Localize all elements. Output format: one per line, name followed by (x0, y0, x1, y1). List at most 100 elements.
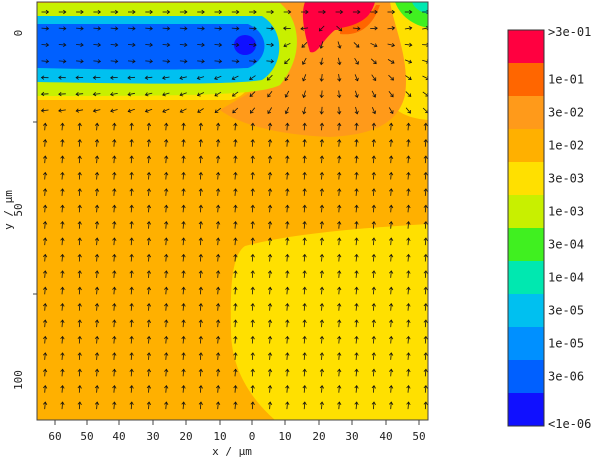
vector-arrow-head (285, 286, 290, 291)
vector-arrow-head (179, 75, 183, 80)
vector-arrow (165, 385, 167, 393)
colorbar-swatch (508, 30, 544, 63)
vector-arrow-head (198, 286, 203, 291)
vector-arrow-head (129, 335, 134, 340)
vector-arrow-head (388, 352, 394, 356)
vector-arrow (407, 303, 409, 311)
vector-arrow (251, 172, 254, 180)
vector-arrow-head (253, 42, 257, 48)
vector-arrow (424, 205, 427, 213)
vector-arrow (44, 139, 46, 147)
vector-arrow (76, 27, 84, 30)
vector-arrow-head (372, 93, 377, 98)
vector-arrow (338, 238, 340, 246)
vector-arrow-head (249, 76, 253, 80)
vector-arrow (251, 139, 254, 147)
vector-arrow-head (423, 171, 428, 176)
vector-arrow-head (285, 368, 290, 373)
vector-arrow (197, 60, 205, 62)
vector-arrow (44, 270, 46, 278)
vector-arrow-head (42, 171, 48, 176)
vector-arrow-head (181, 270, 186, 274)
vector-arrow-head (77, 221, 82, 225)
vector-arrow-head (388, 368, 394, 373)
vector-arrow (96, 205, 98, 213)
vector-arrow (338, 74, 340, 82)
vector-arrow (321, 385, 323, 393)
vector-arrow (130, 156, 133, 164)
vector-arrow-head (302, 335, 307, 340)
vector-arrow-head (129, 237, 134, 242)
vector-arrow-head (215, 139, 221, 143)
vector-arrow-head (390, 76, 394, 81)
vector-arrow (355, 320, 358, 328)
vector-arrow (424, 270, 427, 278)
vector-arrow (113, 402, 115, 410)
vector-arrow (422, 91, 428, 97)
vector-arrow-head (319, 352, 325, 356)
contour-field (37, 2, 428, 420)
vector-arrow (200, 205, 202, 213)
vector-arrow-head (371, 155, 376, 160)
vector-arrow (320, 41, 324, 49)
vector-arrow (387, 27, 395, 30)
vector-arrow-head (197, 109, 201, 113)
vector-arrow-head (60, 368, 65, 373)
vector-arrow (78, 172, 81, 180)
vector-arrow (321, 205, 323, 213)
vector-arrow-head (250, 139, 255, 143)
vector-arrow-head (94, 188, 100, 192)
vector-arrow-head (354, 94, 359, 98)
vector-arrow (269, 188, 271, 196)
colorbar-swatch (508, 63, 544, 96)
vector-arrow (44, 352, 46, 360)
vector-arrow (407, 156, 409, 164)
vector-arrow-head (406, 352, 411, 356)
vector-arrow-head (198, 237, 203, 242)
vector-arrow-head (337, 385, 342, 389)
vector-arrow (110, 44, 118, 46)
vector-arrow-head (215, 253, 221, 258)
vector-arrow-head (181, 401, 186, 406)
vector-arrow (217, 320, 219, 328)
vector-arrow-head (423, 286, 428, 291)
colorbar-swatch (508, 294, 544, 327)
vector-arrow (96, 254, 98, 262)
vector-arrow-head (285, 122, 290, 127)
vector-arrow (110, 109, 118, 112)
vector-arrow-head (60, 122, 65, 127)
vector-arrow-head (354, 237, 359, 242)
colorbar-swatch (508, 162, 544, 195)
vector-arrow (200, 156, 202, 164)
vector-arrow (44, 336, 46, 344)
vector-arrow-head (300, 26, 304, 31)
vector-arrow (321, 188, 323, 196)
vector-arrow (165, 139, 167, 147)
vector-arrow (355, 287, 358, 295)
vector-arrow (373, 352, 375, 360)
vector-arrow-head (77, 319, 82, 324)
vector-arrow-head (337, 303, 342, 307)
vector-arrow-head (42, 221, 48, 225)
vector-arrow-head (337, 335, 342, 340)
vector-arrow (302, 74, 307, 82)
vector-arrow-head (388, 253, 394, 258)
vector-arrow-head (162, 108, 166, 113)
vector-arrow-head (129, 188, 134, 192)
vector-arrow (96, 188, 98, 196)
vector-arrow (44, 385, 46, 393)
vector-arrow-head (423, 237, 428, 242)
x-tick-label: 60 (48, 430, 61, 443)
vector-arrow-head (42, 253, 48, 258)
vector-arrow-head (406, 221, 411, 225)
vector-arrow (44, 188, 46, 196)
vector-arrow-head (94, 139, 100, 143)
vector-arrow (130, 172, 133, 180)
vector-arrow (214, 27, 222, 30)
vector-arrow-head (198, 385, 203, 389)
vector-arrow (130, 238, 133, 246)
vector-arrow (214, 60, 222, 62)
vector-arrow (373, 270, 375, 278)
vector-arrow (145, 44, 153, 46)
vector-arrow (165, 303, 167, 311)
